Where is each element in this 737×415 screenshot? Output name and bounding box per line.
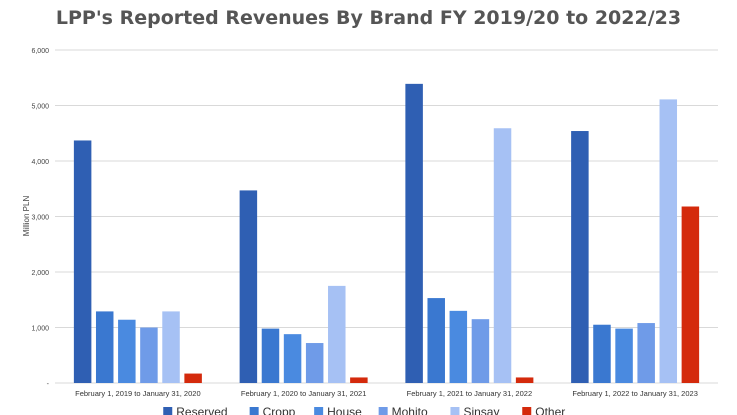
bar-house-1	[118, 319, 136, 383]
bar-other-2	[350, 377, 368, 383]
bar-cropp-4	[593, 324, 611, 383]
bar-mohito-1	[140, 327, 158, 383]
bar-reserved-3	[405, 83, 423, 383]
bar-sinsay-3	[493, 128, 512, 383]
legend-label-sinsay: Sinsay	[463, 405, 499, 415]
bar-mohito-3	[471, 319, 490, 383]
y-tick-label: 2,000	[31, 270, 49, 277]
legend: Reserved Cropp House Mohito Sinsay Other	[163, 405, 565, 415]
bar-sinsay-4	[659, 99, 678, 384]
legend-swatch-house	[314, 407, 324, 415]
legend-label-reserved: Reserved	[176, 405, 227, 415]
y-tick-label: 1,000	[31, 326, 49, 333]
bar-house-3	[449, 310, 468, 383]
legend-label-other: Other	[535, 405, 565, 415]
legend-label-mohito: Mohito	[392, 405, 428, 415]
bar-mohito-2	[305, 343, 324, 383]
legend-swatch-other	[522, 407, 532, 415]
x-tick-label: February 1, 2019 to January 31, 2020	[75, 389, 201, 398]
bar-cropp-3	[427, 298, 445, 383]
bar-reserved-1	[73, 140, 92, 383]
bar-reserved-2	[239, 190, 258, 383]
bar-sinsay-2	[328, 285, 346, 383]
bar-reserved-4	[571, 131, 589, 383]
x-tick-label: February 1, 2022 to January 31, 2023	[572, 389, 698, 398]
legend-swatch-sinsay	[450, 407, 460, 415]
x-tick-label: February 1, 2021 to January 31, 2022	[407, 389, 533, 398]
bar-layer	[73, 83, 700, 384]
y-tick-label: 5,000	[31, 104, 49, 111]
y-tick-label: -	[47, 381, 50, 388]
bar-other-4	[681, 206, 700, 383]
legend-swatch-cropp	[249, 407, 259, 415]
bar-house-4	[615, 328, 633, 383]
bar-house-2	[283, 334, 302, 383]
bar-mohito-4	[637, 323, 655, 383]
bar-sinsay-1	[162, 311, 180, 383]
legend-swatch-mohito	[378, 407, 388, 415]
y-tick-label: 3,000	[31, 215, 49, 222]
chart-title: LPP's Reported Revenues By Brand FY 2019…	[55, 7, 682, 29]
bar-cropp-1	[95, 311, 114, 383]
x-tick-labels: February 1, 2019 to January 31, 2020 Febr…	[75, 389, 698, 398]
y-tick-label: 4,000	[31, 159, 49, 166]
y-tick-labels: - 1,000 2,000 3,000 4,000 5,000 6,000	[31, 48, 49, 388]
legend-label-house: House	[327, 405, 362, 415]
x-tick-label: February 1, 2020 to January 31, 2021	[241, 389, 367, 398]
legend-label-cropp: Cropp	[263, 405, 296, 415]
legend-swatch-reserved	[163, 407, 173, 415]
y-tick-label: 6,000	[31, 48, 49, 55]
bar-cropp-2	[261, 328, 280, 383]
bar-other-1	[184, 373, 202, 383]
bar-other-3	[515, 377, 534, 383]
y-axis-label: Million PLN	[22, 196, 31, 237]
